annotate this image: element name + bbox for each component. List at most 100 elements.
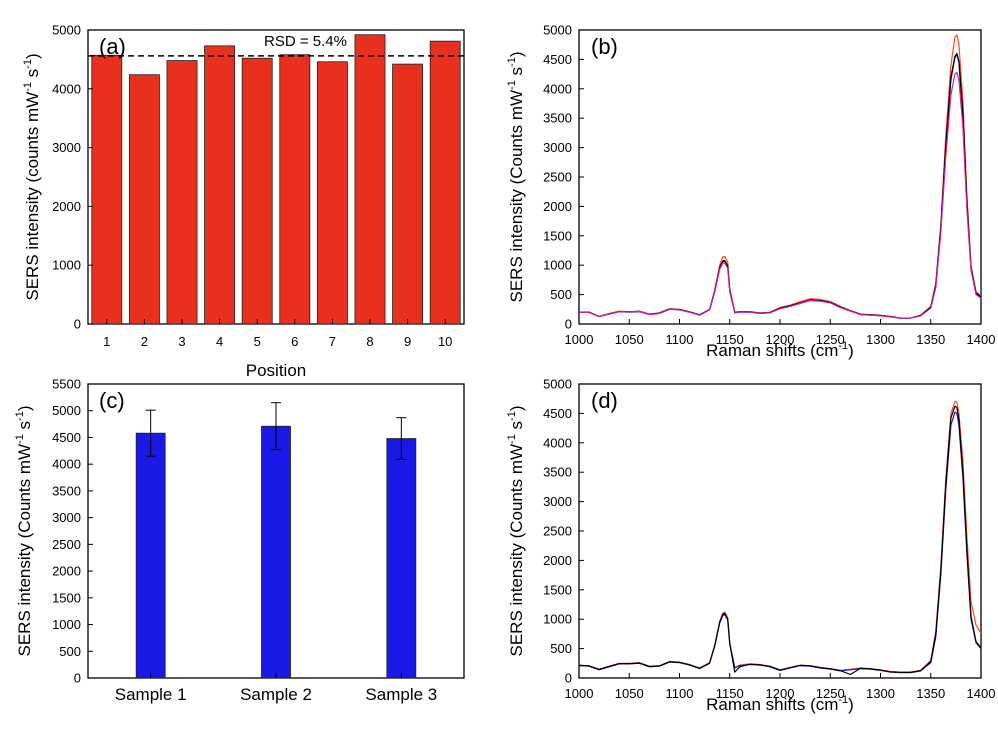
panel-b-y-tick-label: 2500 [543,170,572,185]
panel-c-y-tick-label: 3500 [52,483,81,498]
panel-a-x-tick-label: 8 [366,334,373,349]
panel-c-y-tick-label: 0 [74,671,81,686]
panel-a-y-label-main: SERS intensity (counts mW [23,92,42,301]
panel-c-x-tick-label: Sample 3 [365,685,437,704]
panel-a-bar-chart: 0 1000 2000 3000 4000 5000 1 2 3 4 5 6 7 8 9 10 (a) RS… [22,23,465,380]
panel-d-x-tick-label: 1300 [866,686,895,701]
panel-d-line-chart: 0 500 1000 1500 2000 2500 3000 3500 4000 4500 5000… [506,377,995,715]
panel-d-y-tick-label: 4000 [543,435,572,450]
panel-d-x-tick-label: 1100 [666,686,694,701]
panel-a-x-tick-label: 5 [254,334,261,349]
panel-a-y-tick-label: 2000 [52,199,81,214]
panel-d-x-label-sup: -1 [838,694,848,706]
panel-c-x-tick-label: Sample 2 [240,685,312,704]
panel-d-y-tick-label: 2000 [543,553,572,568]
panel-b-y-tick-label: 0 [565,317,572,332]
panel-c-bar-chart: 0 500 1000 1500 2000 2500 3000 3500 4000 4500 5000… [14,377,465,704]
panel-a-bar [429,40,461,325]
panel-b-spectrum-line [579,34,982,319]
panel-b-line-chart: 0 500 1000 1500 2000 2500 3000 3500 4000 4500 5000… [506,23,995,361]
panel-d-y-tick-label: 5000 [543,377,572,392]
panel-a-y-tick-label: 1000 [52,258,81,273]
panel-c-y-tick-label: 2000 [52,564,81,579]
panel-a-bar [279,54,311,325]
panel-d-y-tick-label: 1000 [543,612,572,627]
panel-c-y-label-sup1: -1 [14,434,26,444]
panel-d-x-tick-label: 1000 [565,686,594,701]
panel-a-x-tick-label: 2 [141,334,148,349]
panel-d-x-tick-label: 1200 [766,686,795,701]
panel-d-x-tick-label: 1250 [816,686,845,701]
panel-a-x-tick-label: 7 [329,334,336,349]
panel-a-bar [316,61,348,325]
panel-b-x-label-sup: -1 [838,340,848,352]
panel-a-y-axis-label: SERS intensity (counts mW-1 s-1) [22,53,42,300]
panel-d-y-label-sup2: -1 [506,411,518,421]
panel-a-y-tick-label: 0 [74,317,81,332]
panel-c-x-tick-label: Sample 1 [115,685,187,704]
panel-d-y-label-end: ) [507,405,526,411]
panel-b-tag: (b) [591,34,618,59]
panel-d-y-tick-label: 0 [565,671,572,686]
panel-c-y-label-main: SERS intensity (Counts mW [15,444,34,657]
panel-d-y-tick-label: 3000 [543,494,572,509]
panel-b-plot-frame [578,29,982,325]
panel-d-x-tick-label: 1050 [615,686,644,701]
panel-d-spectrum-line [578,405,982,676]
panel-d-spectrum-line [578,411,982,674]
panel-c-bar [261,425,291,679]
panel-d-x-tick-label: 1400 [967,686,996,701]
panel-d-tag: (d) [591,388,618,413]
panel-a-annotation: RSD = 5.4% [264,33,347,50]
panel-d-x-tick-label: 1150 [716,686,744,701]
panel-b-y-label-main: SERS intensity (Counts mW [507,90,526,303]
panel-c-y-tick-label: 2500 [52,537,81,552]
panel-c-y-tick-label: 500 [59,644,81,659]
panel-a-bar [128,74,160,325]
panel-d-spectrum-line [578,401,982,673]
panel-d-y-label-main: SERS intensity (Counts mW [507,444,526,657]
panel-b-y-tick-label: 1000 [543,258,572,273]
panel-b-x-tick-label: 1000 [565,332,594,347]
panel-c-y-tick-label: 4500 [52,430,81,445]
panel-c-y-tick-label: 5000 [52,403,81,418]
panel-a-plot-frame [87,29,465,325]
panel-c-bar [135,432,166,679]
panel-d-x-axis-label: Raman shifts (cm-1) [706,694,854,714]
panel-b-y-label-sup1: -1 [506,80,518,90]
panel-b-x-tick-label: 1350 [916,332,945,347]
panel-a-tag: (a) [99,34,126,59]
panel-b-y-tick-label: 500 [550,287,572,302]
panel-b-x-tick-label: 1250 [816,332,845,347]
panel-a-y-label-end: ) [23,53,42,59]
panel-a-y-tick-label: 5000 [52,23,81,38]
panel-b-y-label-mid: s [507,67,526,80]
panel-b-x-ticks: 1000 1050 1100 1150 1200 1250 1300 1350 1400 [565,319,995,347]
panel-c-y-tick-label: 5500 [52,377,81,392]
panel-c-y-tick-label: 4000 [52,457,81,472]
panel-c-y-tick-label: 1000 [52,617,81,632]
panel-b-x-tick-label: 1200 [766,332,795,347]
panel-c-bars [135,402,417,679]
panel-b-x-tick-label: 1050 [615,332,644,347]
panel-a-x-tick-label: 1 [103,334,110,349]
panel-a-x-tick-label: 6 [291,334,298,349]
panel-b-y-tick-label: 2000 [543,199,572,214]
panel-a-bar [204,45,236,325]
panel-a-y-tick-label: 4000 [52,81,81,96]
panel-d-y-tick-label: 3500 [543,465,572,480]
panel-c-tag: (c) [99,388,125,413]
panel-c-y-axis-label: SERS intensity (Counts mW-1 s-1) [14,405,34,656]
panel-b-x-label-main: Raman shifts (cm [706,341,838,360]
panel-d-x-ticks: 1000 1050 1100 1150 1200 1250 1300 1350 1400 [565,673,996,701]
panel-b-y-tick-label: 5000 [543,23,572,38]
panel-a-y-tick-label: 3000 [52,140,81,155]
panel-b-y-label-sup2: -1 [506,57,518,67]
panel-a-y-label-mid: s [23,69,42,82]
panel-d-x-tick-label: 1350 [916,686,945,701]
panel-b-y-tick-label: 4000 [543,81,572,96]
panel-b-y-tick-label: 4500 [543,52,572,67]
panel-a-x-tick-label: 9 [404,334,411,349]
panel-a-y-ticks: 0 1000 2000 3000 4000 5000 [52,23,93,332]
panel-a-x-tick-label: 10 [438,334,452,349]
